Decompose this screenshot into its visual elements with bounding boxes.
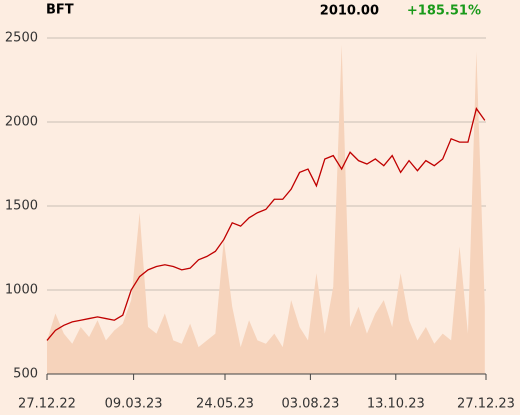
ticker: BFT bbox=[46, 3, 74, 18]
x-tick-label: 03.08.23 bbox=[281, 397, 339, 412]
y-tick-label: 1000 bbox=[5, 283, 38, 298]
x-tick-label: 13.10.23 bbox=[367, 397, 425, 412]
change: +185.51% bbox=[407, 4, 481, 19]
last-price: 2010.00 bbox=[320, 4, 379, 19]
y-tick-label: 2500 bbox=[5, 31, 38, 46]
y-tick-label: 2000 bbox=[5, 115, 38, 130]
price-line bbox=[46, 107, 486, 341]
volume-area bbox=[47, 44, 485, 374]
y-tick-label: 1500 bbox=[5, 199, 38, 214]
y-tick-label: 500 bbox=[13, 367, 38, 382]
x-tick-label: 27.12.22 bbox=[18, 397, 76, 412]
x-tick-label: 09.03.23 bbox=[105, 397, 163, 412]
x-tick-label: 24.05.23 bbox=[196, 397, 254, 412]
x-tick-label: 27.12.23 bbox=[457, 397, 515, 412]
